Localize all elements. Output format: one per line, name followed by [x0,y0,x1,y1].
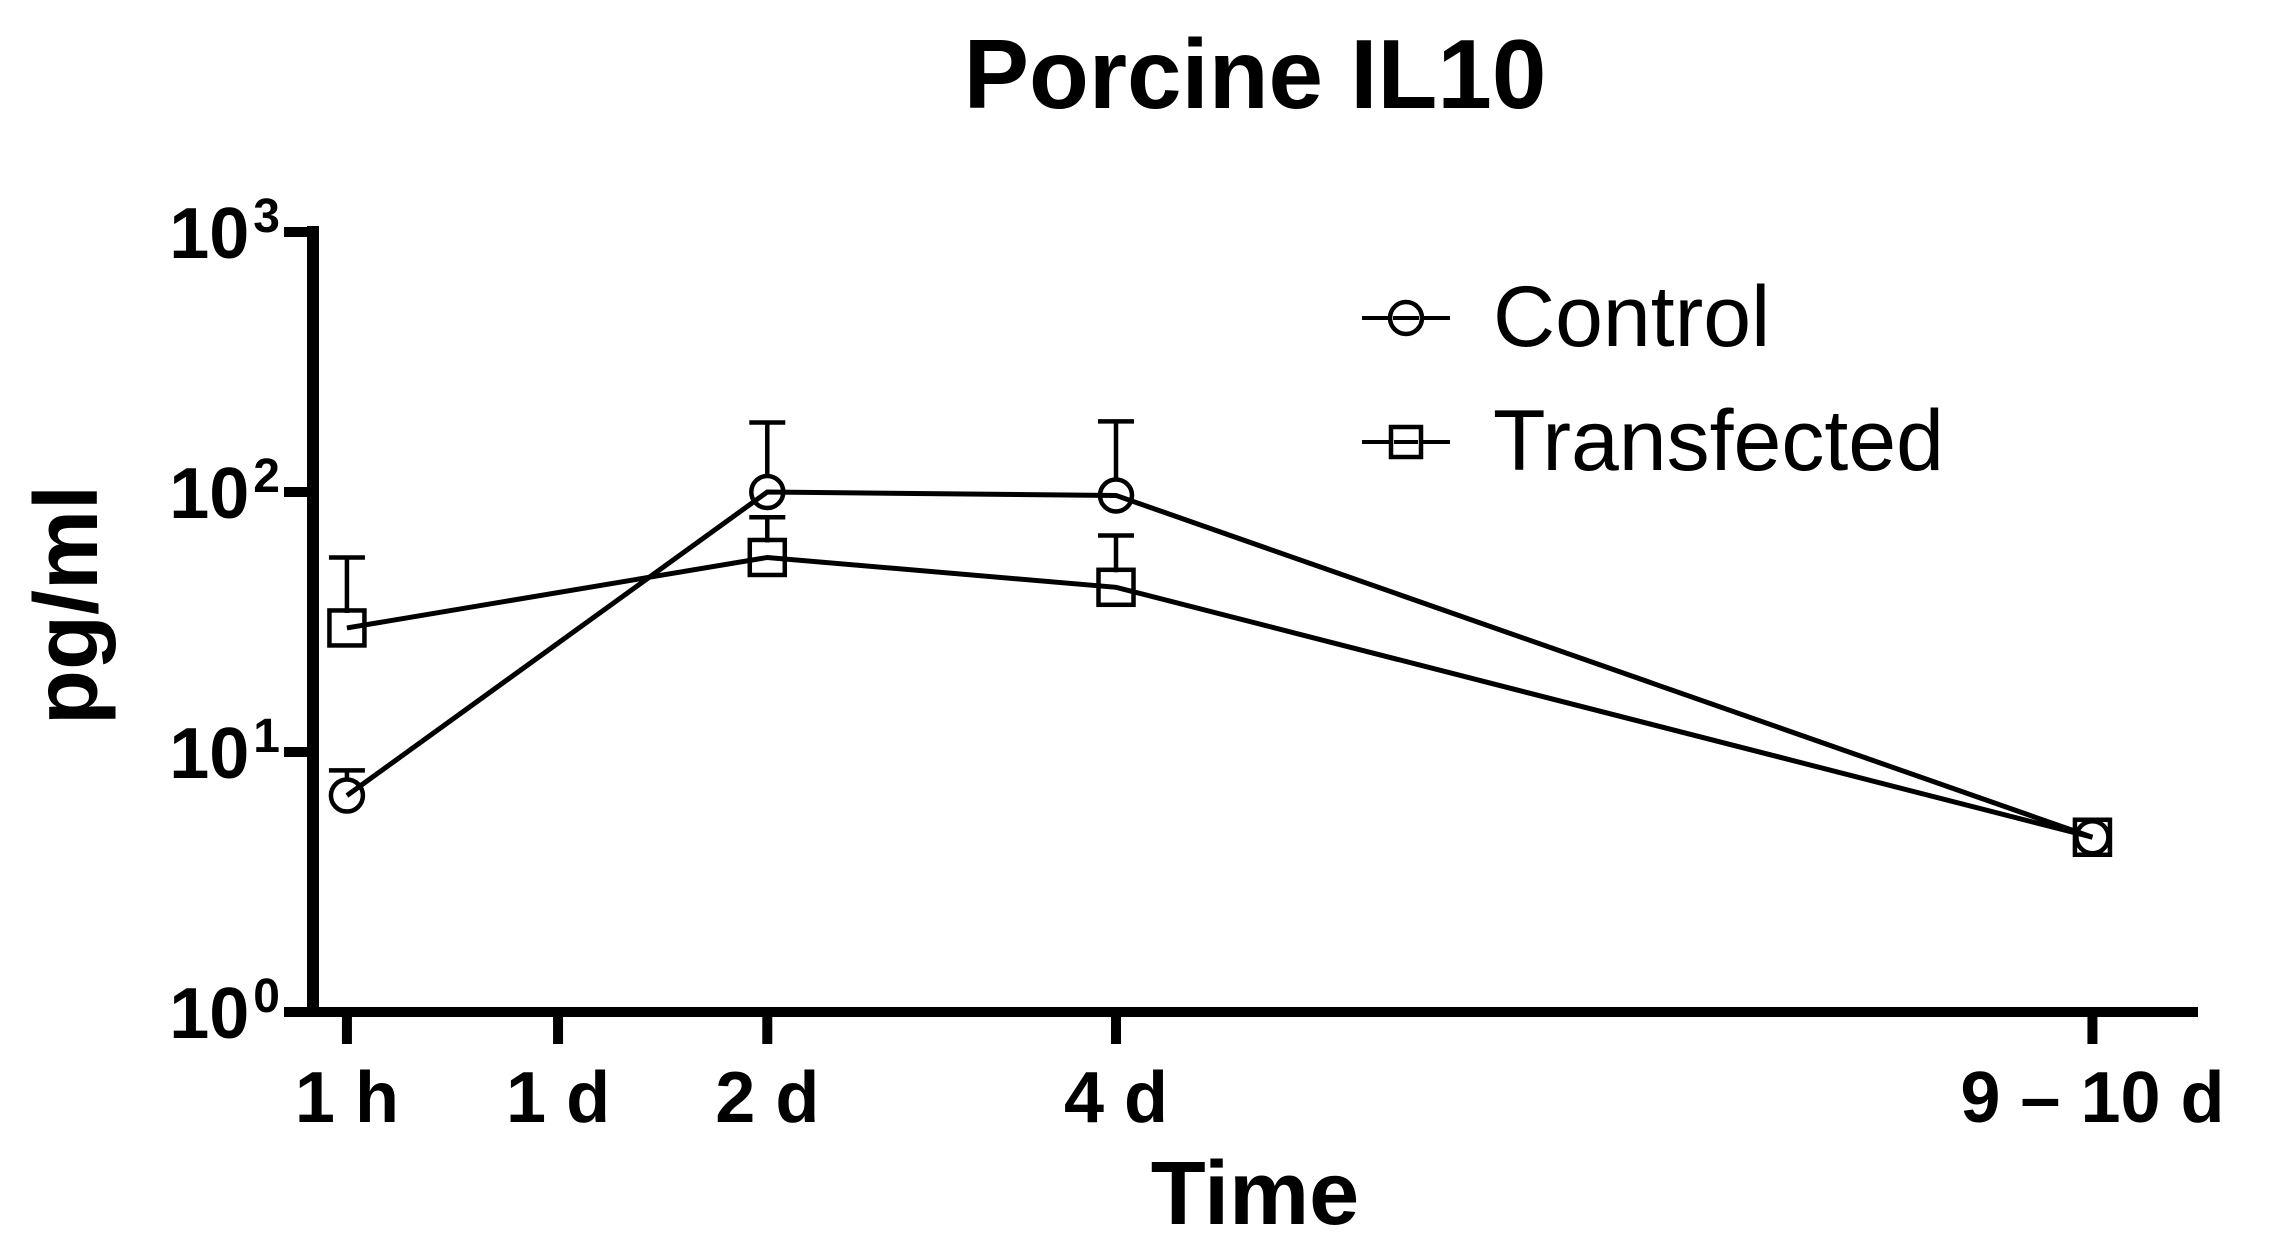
y-tick-label: 101 [169,710,280,794]
legend: Control Transfected [1362,269,1944,489]
axes: 100 101 102 103 1 h 1 d 2 d 4 d 9 – 10 d [169,190,2224,1138]
transfected-marker-square [747,537,788,578]
series-transfected [327,514,2113,858]
legend-label: Control [1493,269,1770,365]
x-tick-label: 4 d [1064,1058,1168,1138]
transfected-marker-square [1096,567,1136,608]
y-axis-label: pg/ml [17,485,117,725]
x-tick-label: 1 h [295,1058,399,1138]
control-marker-circle [1097,477,1135,514]
legend-label: Transfected [1493,393,1944,489]
transfected-marker-square [2072,817,2113,858]
legend-entry-transfected: Transfected [1362,393,1944,489]
y-tick-label: 100 [169,970,280,1054]
x-tick-label: 2 d [715,1058,819,1138]
y-tick-label: 102 [169,450,280,534]
transfected-marker-square [327,608,367,648]
control-marker-circle [749,473,786,511]
chart-title: Porcine IL10 [964,19,1547,129]
x-axis-label: Time [1151,1144,1359,1244]
legend-entry-control: Control [1362,269,1770,365]
control-marker-circle [328,777,366,814]
x-tick-label: 1 d [506,1058,610,1138]
transfected-line [346,554,2094,840]
y-tick-label: 103 [169,190,280,274]
x-tick-label: 9 – 10 d [1960,1058,2224,1138]
control-line [345,489,2094,840]
